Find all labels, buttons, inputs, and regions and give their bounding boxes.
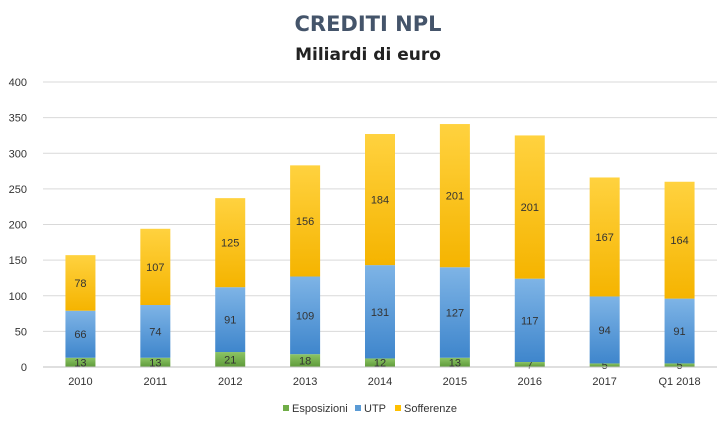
bar-segment-utp bbox=[290, 276, 321, 355]
x-tick-label: 2012 bbox=[218, 376, 242, 388]
bar-segment-sofferenze bbox=[439, 124, 470, 268]
y-tick-label: 400 bbox=[9, 77, 27, 89]
bar-segment-utp bbox=[589, 296, 620, 364]
x-tick-label: 2010 bbox=[68, 376, 92, 388]
bar-segment-utp bbox=[439, 267, 470, 358]
data-label: 109 bbox=[296, 310, 314, 322]
bar-stack-2014: 12 131 184 bbox=[365, 134, 395, 370]
y-axis-ticks: 0 50 100 150 200 250 300 350 400 bbox=[9, 77, 27, 374]
data-label: 21 bbox=[224, 355, 236, 367]
data-label: 66 bbox=[74, 329, 86, 341]
bar-segment-esposizioni bbox=[589, 363, 620, 367]
bar-segment-utp bbox=[215, 287, 246, 353]
bar-stack-2012: 21 91 125 bbox=[215, 198, 246, 367]
bar-segment-sofferenze bbox=[140, 228, 171, 306]
x-tick-label: 2014 bbox=[368, 376, 392, 388]
bar-stack-2015: 13 127 201 bbox=[439, 124, 470, 369]
bar-segment-sofferenze bbox=[65, 255, 96, 311]
legend: Esposizioni UTP Sofferenze bbox=[283, 403, 457, 415]
bar-segment-sofferenze bbox=[290, 165, 321, 277]
data-label: 94 bbox=[599, 325, 611, 337]
data-label: 12 bbox=[374, 358, 386, 370]
bar-stack-q1-2018: 5 91 164 bbox=[664, 181, 695, 372]
legend-item-utp: UTP bbox=[355, 403, 386, 415]
data-label: 164 bbox=[670, 235, 688, 247]
bar-segment-utp bbox=[514, 278, 545, 363]
bar-segment-esposizioni bbox=[514, 362, 545, 367]
chart-subtitle: Miliardi di euro bbox=[295, 45, 441, 65]
data-label: 13 bbox=[449, 357, 461, 369]
x-tick-label: 2015 bbox=[443, 376, 467, 388]
data-label: 13 bbox=[74, 357, 86, 369]
legend-swatch bbox=[355, 405, 361, 411]
data-label: 74 bbox=[149, 326, 161, 338]
bar-stack-2010: 13 66 78 bbox=[65, 255, 96, 369]
y-tick-label: 300 bbox=[9, 148, 27, 160]
data-label: 91 bbox=[673, 326, 685, 338]
bar-segment-sofferenze bbox=[365, 134, 395, 266]
bar-stack-2017: 5 94 167 bbox=[589, 177, 620, 372]
y-tick-label: 0 bbox=[21, 362, 27, 374]
data-label: 91 bbox=[224, 315, 236, 327]
bars: 13 66 78 13 74 107 21 91 125 18 109 156 12 131 184 13 12… bbox=[65, 124, 695, 372]
bar-segment-utp bbox=[664, 298, 695, 364]
bar-segment-sofferenze bbox=[215, 198, 246, 288]
bar-segment-sofferenze bbox=[514, 135, 545, 279]
legend-label: Sofferenze bbox=[404, 403, 457, 415]
legend-item-esposizioni: Esposizioni bbox=[283, 403, 348, 415]
bar-segment-esposizioni bbox=[365, 358, 395, 367]
legend-label: UTP bbox=[364, 403, 386, 415]
data-label: 13 bbox=[149, 357, 161, 369]
bar-segment-esposizioni bbox=[140, 357, 171, 367]
x-axis-ticks: 2010 2011 2012 2013 2014 2015 2016 2017 Q1 2018 bbox=[68, 376, 700, 388]
data-label: 117 bbox=[521, 315, 539, 327]
x-tick-label: 2013 bbox=[293, 376, 317, 388]
x-tick-label: 2011 bbox=[144, 376, 168, 388]
bar-segment-sofferenze bbox=[664, 181, 695, 299]
chart-title: CREDITI NPL bbox=[295, 12, 442, 36]
data-label: 184 bbox=[371, 195, 389, 207]
y-tick-label: 200 bbox=[9, 220, 27, 232]
bar-segment-esposizioni bbox=[215, 352, 246, 367]
y-tick-label: 150 bbox=[9, 255, 27, 267]
bar-stack-2016: 7 117 201 bbox=[514, 135, 545, 372]
bar-segment-esposizioni bbox=[439, 357, 470, 367]
bar-segment-utp bbox=[365, 265, 395, 359]
data-label: 7 bbox=[527, 360, 533, 372]
x-tick-label: Q1 2018 bbox=[658, 376, 700, 388]
bar-segment-utp bbox=[140, 305, 171, 358]
legend-item-sofferenze: Sofferenze bbox=[395, 403, 457, 415]
data-label: 107 bbox=[146, 262, 164, 274]
y-tick-label: 50 bbox=[15, 326, 27, 338]
bar-segment-esposizioni bbox=[290, 354, 321, 367]
data-label: 201 bbox=[521, 202, 539, 214]
data-label: 125 bbox=[221, 238, 239, 250]
legend-swatch bbox=[395, 405, 401, 411]
data-label: 131 bbox=[371, 307, 389, 319]
bar-stack-2011: 13 74 107 bbox=[140, 228, 171, 369]
x-tick-label: 2017 bbox=[592, 376, 616, 388]
data-label: 18 bbox=[299, 356, 311, 368]
bar-segment-esposizioni bbox=[664, 363, 695, 367]
y-tick-label: 350 bbox=[9, 113, 27, 125]
data-label: 5 bbox=[676, 360, 682, 372]
data-label: 156 bbox=[296, 216, 314, 228]
bar-segment-sofferenze bbox=[589, 177, 620, 297]
data-label: 127 bbox=[446, 307, 464, 319]
data-label: 78 bbox=[74, 278, 86, 290]
data-label: 5 bbox=[602, 360, 608, 372]
y-tick-label: 100 bbox=[9, 291, 27, 303]
bar-segment-utp bbox=[65, 310, 96, 358]
bar-segment-esposizioni bbox=[65, 357, 96, 367]
data-label: 201 bbox=[446, 191, 464, 203]
data-label: 167 bbox=[595, 232, 613, 244]
bar-stack-2013: 18 109 156 bbox=[290, 165, 321, 368]
y-tick-label: 250 bbox=[9, 184, 27, 196]
legend-swatch bbox=[283, 405, 289, 411]
legend-label: Esposizioni bbox=[292, 403, 348, 415]
x-tick-label: 2016 bbox=[518, 376, 542, 388]
